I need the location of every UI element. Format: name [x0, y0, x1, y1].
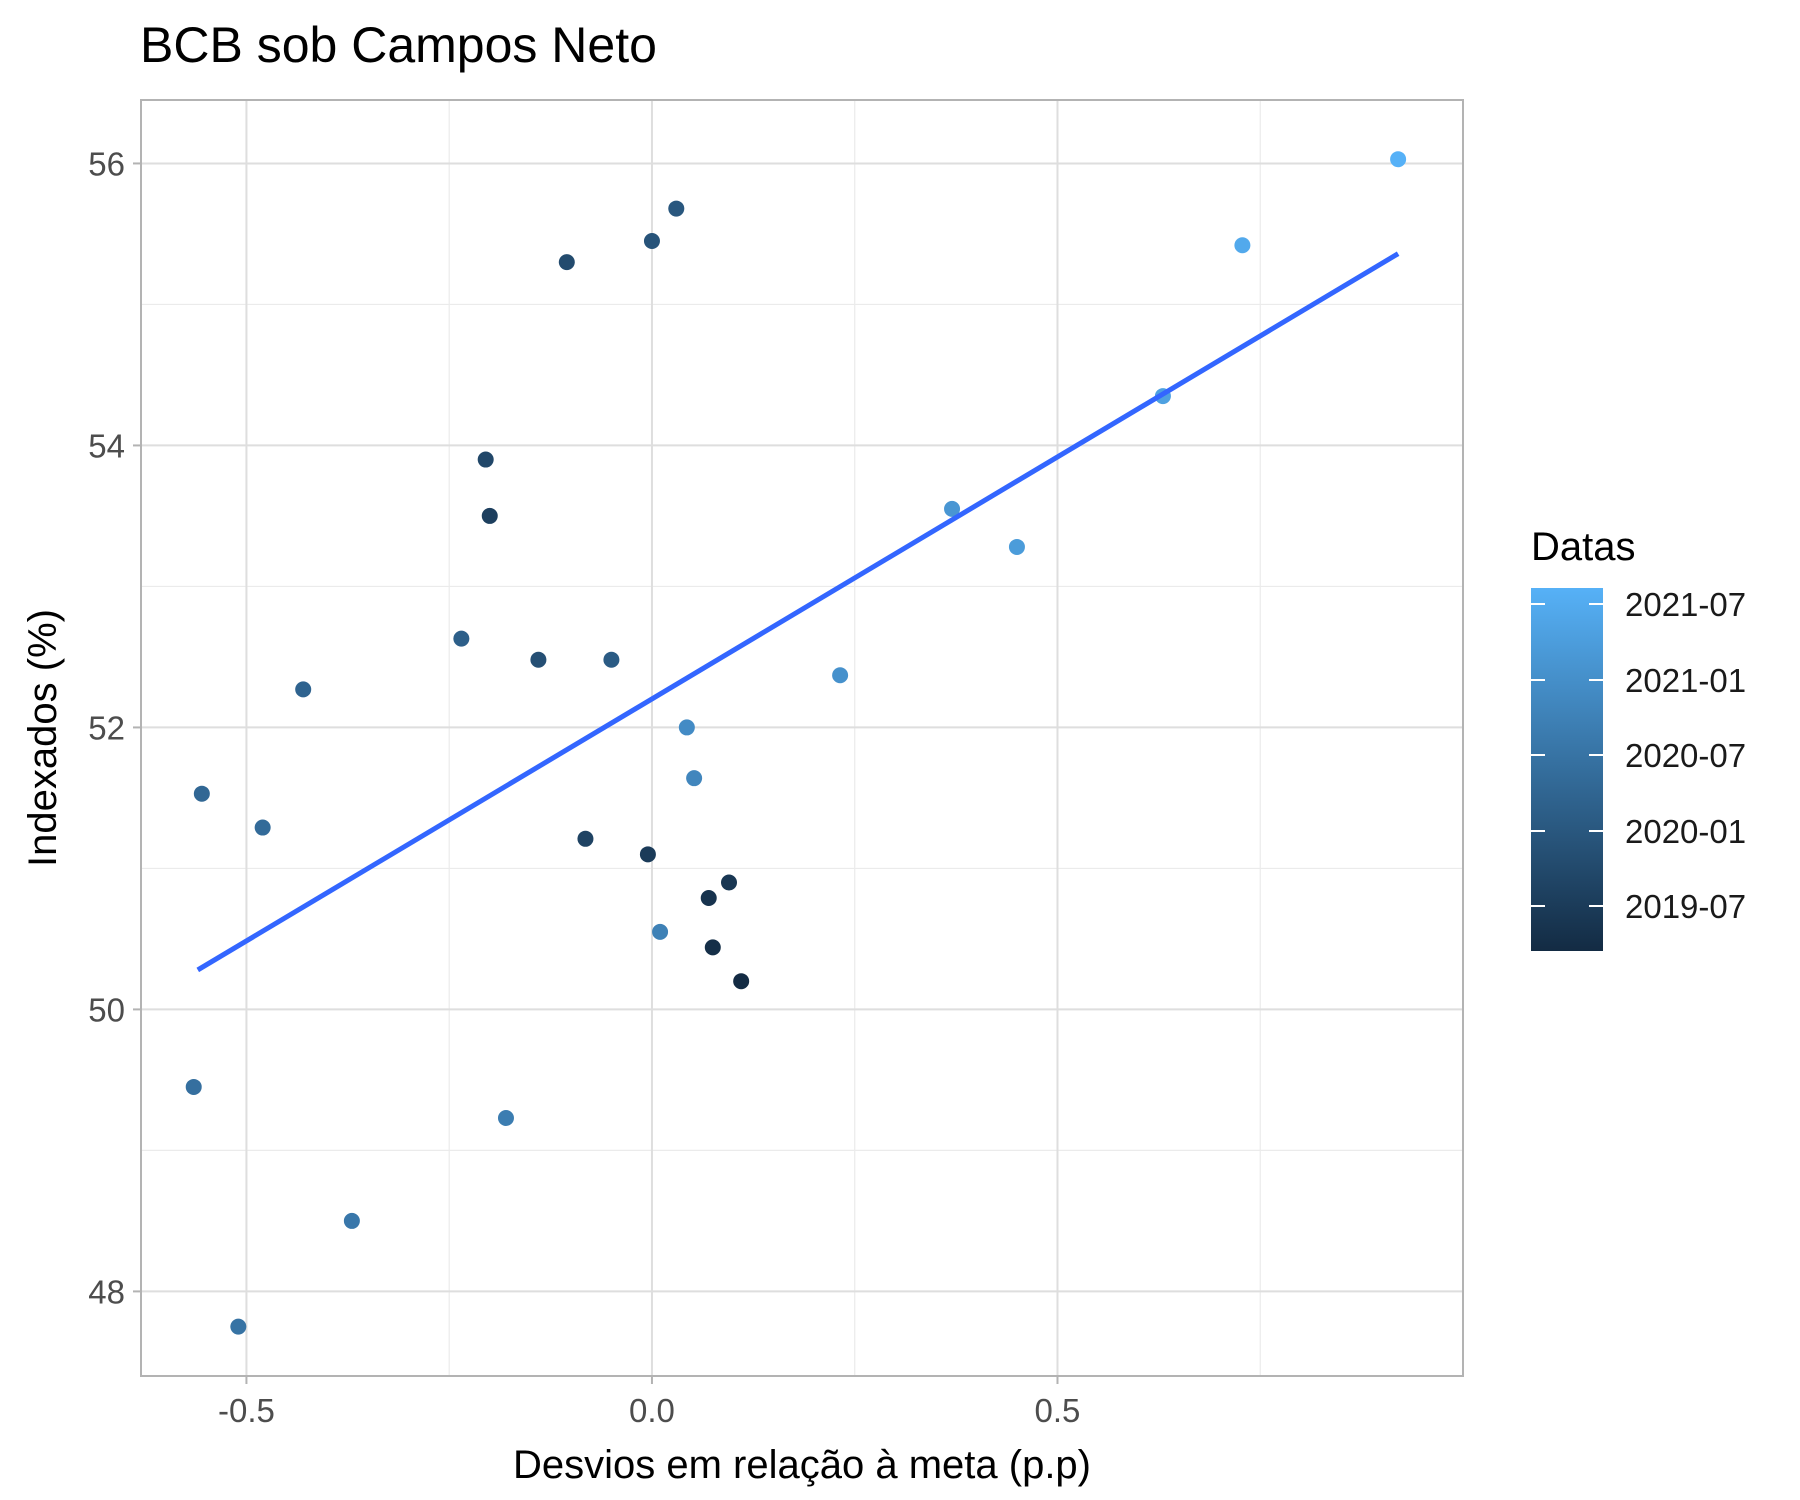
- data-point: [652, 923, 669, 940]
- legend-label: 2021-01: [1625, 662, 1746, 699]
- data-point: [643, 232, 660, 249]
- grid-major: [141, 100, 1463, 1376]
- data-point: [343, 1212, 360, 1229]
- data-point: [603, 651, 620, 668]
- data-point: [733, 973, 750, 990]
- data-point: [832, 667, 849, 684]
- data-point: [295, 681, 312, 698]
- data-point: [481, 507, 498, 524]
- y-axis-ticks: 48 50 52 54 56: [88, 145, 141, 1310]
- data-point: [721, 874, 738, 891]
- y-tick-label: 48: [88, 1273, 125, 1310]
- data-point: [254, 819, 271, 836]
- y-tick-label: 56: [88, 145, 125, 182]
- legend-label: 2020-07: [1625, 737, 1746, 774]
- data-point: [577, 830, 594, 847]
- data-point: [944, 500, 961, 517]
- data-point: [668, 200, 685, 217]
- data-point: [1390, 151, 1407, 168]
- legend-label: 2021-07: [1625, 586, 1746, 623]
- data-point: [497, 1109, 514, 1126]
- data-point: [1234, 237, 1251, 254]
- x-tick-label: -0.5: [218, 1392, 275, 1429]
- chart-title: BCB sob Campos Neto: [140, 17, 657, 73]
- y-tick-label: 52: [88, 709, 125, 746]
- data-point: [704, 939, 721, 956]
- y-axis-title: Indexados (%): [21, 609, 65, 867]
- data-point: [530, 651, 547, 668]
- legend-label: 2020-01: [1625, 813, 1746, 850]
- data-point: [185, 1078, 202, 1095]
- plot-background: [141, 100, 1463, 1376]
- x-tick-label: 0.5: [1035, 1392, 1081, 1429]
- trend-line: [196, 251, 1400, 973]
- data-point: [230, 1318, 247, 1335]
- legend: Datas 2021-07 2021-01 2020-07 2020-01 2019-0…: [1531, 525, 1746, 951]
- grid-minor: [141, 100, 1463, 1376]
- data-point: [700, 890, 717, 907]
- data-point: [193, 785, 210, 802]
- x-tick-label: 0.0: [629, 1392, 675, 1429]
- legend-ticks: 2021-07 2021-01 2020-07 2020-01 2019-07: [1531, 586, 1746, 925]
- data-point: [477, 451, 494, 468]
- data-point: [558, 254, 575, 271]
- plot-border: [140, 99, 1464, 1377]
- legend-title: Datas: [1531, 525, 1636, 569]
- data-point: [686, 770, 703, 787]
- data-point: [1008, 538, 1025, 555]
- data-point: [453, 630, 470, 647]
- x-axis-ticks: -0.5 0.0 0.5: [218, 1376, 1080, 1429]
- data-point: [678, 719, 695, 736]
- plot-panel: [140, 99, 1464, 1377]
- y-tick-label: 50: [88, 991, 125, 1028]
- x-axis-title: Desvios em relação à meta (p.p): [513, 1443, 1091, 1487]
- y-tick-label: 54: [88, 427, 125, 464]
- data-point: [639, 846, 656, 863]
- legend-colorbar: [1531, 588, 1603, 951]
- legend-label: 2019-07: [1625, 888, 1746, 925]
